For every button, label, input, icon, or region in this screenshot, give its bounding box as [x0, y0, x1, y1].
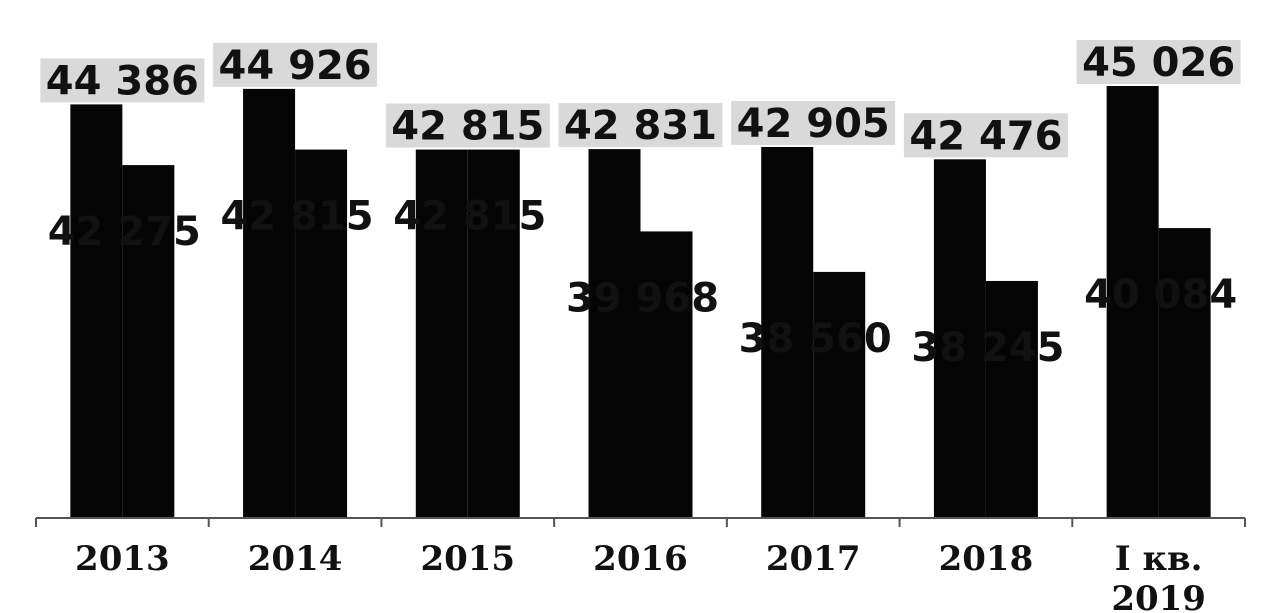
x-tick-label: 2014 — [248, 539, 343, 579]
data-label-series-1: 44 926 — [219, 43, 372, 89]
x-tick-label: 2015 — [420, 539, 515, 579]
data-label-series-2: 42 815 — [221, 194, 374, 240]
data-label-bg — [731, 100, 896, 145]
bar-series-2-2017 — [813, 271, 866, 518]
data-label-series-1: 45 026 — [1082, 40, 1235, 86]
data-label-series-2: 40 084 — [1084, 272, 1237, 318]
bar-series-1-2018 — [933, 159, 986, 518]
bar-series-1-2014 — [243, 88, 296, 518]
x-tick-label: 2013 — [75, 539, 170, 579]
data-label-series-2: 42 275 — [48, 209, 201, 255]
data-label-bg — [385, 103, 550, 148]
data-label-bg — [903, 113, 1068, 158]
data-label-series-2: 38 560 — [739, 316, 892, 362]
data-label-bg — [40, 58, 205, 103]
bar-series-2-i-кв.-2019 — [1158, 228, 1211, 518]
bar-series-2-2014 — [295, 149, 348, 518]
bar-series-2-2015 — [467, 149, 520, 518]
data-label-bg — [213, 42, 378, 87]
data-label-series-1: 44 386 — [46, 58, 199, 104]
bar-series-1-2015 — [415, 149, 468, 518]
x-tick-label: I кв. 2019 — [1111, 539, 1206, 613]
bar-series-2-2016 — [640, 231, 693, 519]
data-label-series-2: 38 245 — [911, 325, 1064, 371]
data-label-series-2: 39 968 — [566, 275, 719, 321]
data-labels-layer: 44 386 42 275 44 926 42 815 42 815 42 815 42 8… — [40, 40, 1241, 371]
x-labels-layer: 2013 2014 2015 2016 2017 2018 I кв. 2019 — [75, 539, 1206, 613]
data-label-series-1: 42 905 — [737, 101, 890, 147]
bar-series-1-2017 — [761, 146, 814, 518]
data-label-series-1: 42 476 — [909, 113, 1062, 159]
x-tick-label: 2018 — [939, 539, 1034, 579]
data-label-series-1: 42 831 — [564, 103, 717, 149]
x-ticks-layer — [35, 518, 1246, 527]
bar-series-2-2013 — [122, 165, 175, 518]
data-label-series-2: 42 815 — [393, 194, 546, 240]
bar-series-1-2013 — [70, 104, 123, 518]
data-label-bg — [1076, 40, 1241, 85]
bar-series-2-2018 — [985, 280, 1038, 518]
bar-series-1-i-кв.-2019 — [1106, 86, 1159, 518]
bar-series-1-2016 — [588, 149, 641, 518]
x-tick-label: 2016 — [593, 539, 688, 579]
data-label-bg — [558, 103, 723, 148]
data-label-series-1: 42 815 — [391, 104, 544, 150]
x-tick-label: 2017 — [766, 539, 861, 579]
bars-layer — [70, 86, 1211, 519]
